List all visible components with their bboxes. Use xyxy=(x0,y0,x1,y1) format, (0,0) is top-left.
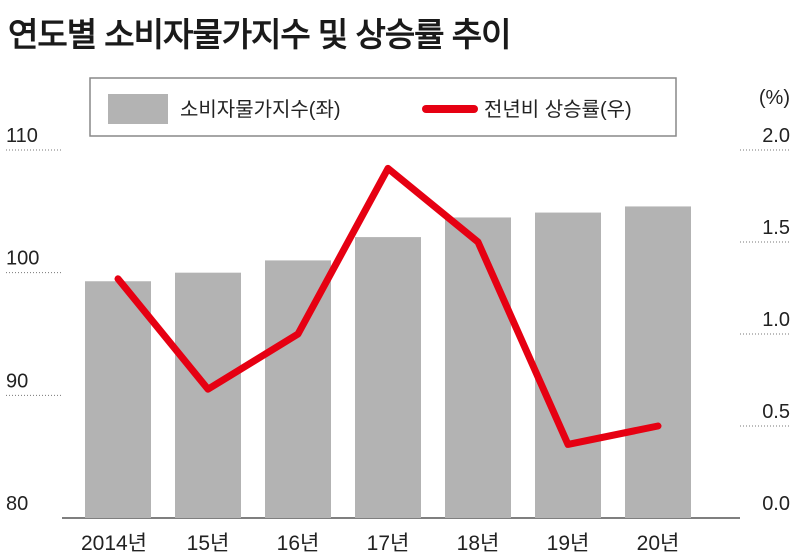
bar-cpi xyxy=(445,217,511,518)
rate-point xyxy=(477,241,479,243)
y-left-tick-label: 80 xyxy=(6,493,28,515)
y-left-tick-label: 100 xyxy=(6,248,39,270)
y-left-tick-label: 90 xyxy=(6,370,28,392)
rate-point xyxy=(297,333,299,335)
y-right-tick-label: 1.5 xyxy=(762,217,790,239)
rate-line-group xyxy=(114,164,662,448)
legend-label-rate: 전년비 상승률(우) xyxy=(484,98,632,121)
rate-point xyxy=(657,425,659,427)
bar-cpi xyxy=(535,212,601,518)
axis-labels: 80 90 100 110 0.0 0.5 1.0 1.5 2.0 (%) 2014년 15년 16년 1… xyxy=(6,87,790,555)
rate-point xyxy=(567,443,569,446)
rate-point xyxy=(387,167,389,170)
legend-box xyxy=(89,77,677,137)
y-right-tick-label: 1.0 xyxy=(762,309,790,331)
bar-cpi xyxy=(355,237,421,519)
rate-point xyxy=(117,277,119,280)
legend-label-cpi: 소비자물가지수(좌) xyxy=(180,98,341,121)
legend-swatch-bar xyxy=(108,94,168,124)
x-tick-label: 20년 xyxy=(637,532,680,555)
x-tick-label: 15년 xyxy=(187,532,230,555)
rate-point xyxy=(207,388,209,391)
legend: 소비자물가지수(좌) 전년비 상승률(우) xyxy=(89,77,677,137)
y-right-unit: (%) xyxy=(759,87,790,109)
bar-cpi xyxy=(625,206,691,518)
x-tick-label: 17년 xyxy=(367,532,410,555)
bar-cpi xyxy=(265,260,331,518)
chart-title: 연도별 소비자물가지수 및 상승률 추이 xyxy=(8,16,511,53)
y-right-tick-label: 0.0 xyxy=(762,493,790,515)
x-tick-label: 16년 xyxy=(277,532,320,555)
bar-cpi xyxy=(175,272,241,518)
x-tick-label: 2014년 xyxy=(81,532,147,555)
y-left-tick-label: 110 xyxy=(6,125,38,147)
y-right-tick-label: 2.0 xyxy=(762,125,790,147)
x-tick-label: 19년 xyxy=(547,532,590,555)
x-tick-label: 18년 xyxy=(457,532,500,555)
bar-cpi xyxy=(85,281,151,518)
bars-group xyxy=(85,206,691,519)
y-right-tick-label: 0.5 xyxy=(762,401,790,423)
